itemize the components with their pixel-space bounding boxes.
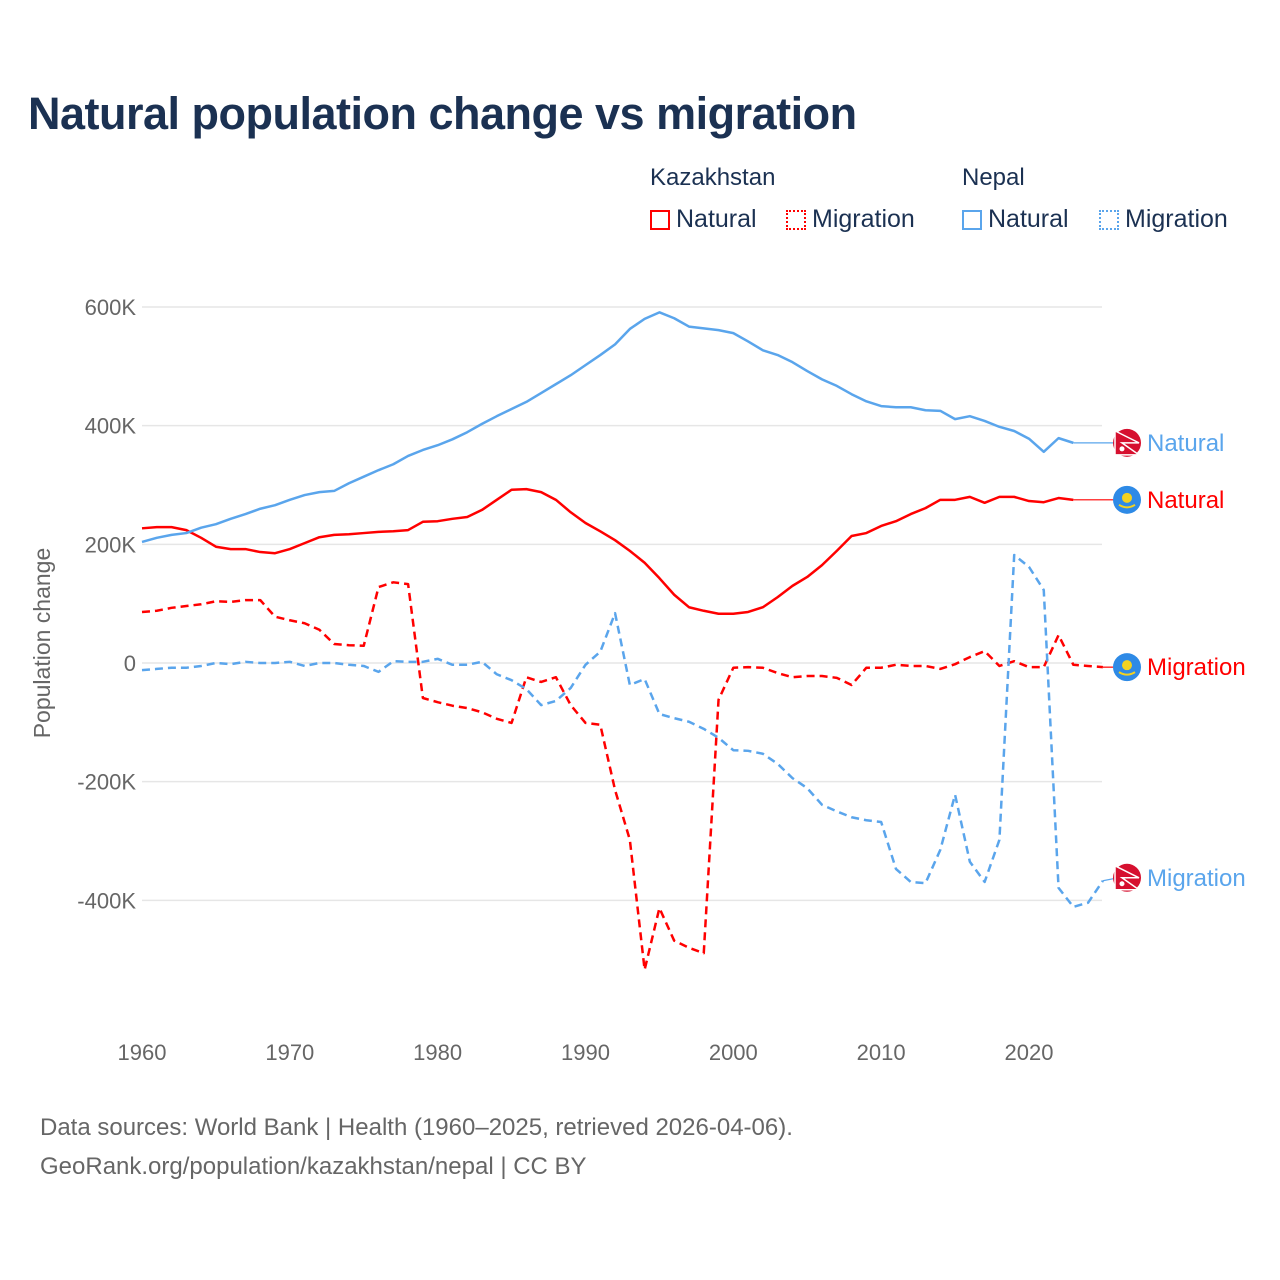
legend-nepal-natural[interactable]: Natural (962, 205, 1069, 234)
series-line-kazakhstan-natural (141, 487, 1074, 616)
dotted-swatch-icon (1099, 209, 1119, 230)
legend-kazakhstan-migration[interactable]: Migration (786, 205, 915, 234)
y-tick-label: 400K (85, 414, 137, 439)
sun-icon (1119, 446, 1125, 452)
legend-label: Natural (676, 205, 757, 233)
y-tick-label: -200K (77, 770, 136, 795)
chart-title: Natural population change vs migration (28, 88, 857, 139)
x-tick-label: 2010 (857, 1040, 906, 1065)
series-line-kazakhstan-migration (141, 581, 1103, 972)
legend-kazakhstan-natural[interactable]: Natural (650, 205, 757, 234)
series-end-label: Migration (1147, 654, 1246, 681)
footer: Data sources: World Bank | Health (1960–… (40, 1108, 793, 1186)
x-tick-label: 1970 (265, 1040, 314, 1065)
eagle-icon (1118, 671, 1136, 676)
y-tick-label: 0 (124, 651, 136, 676)
sun-icon (1119, 881, 1125, 887)
series-end-label: Migration (1147, 865, 1246, 892)
series-line-nepal-natural (141, 311, 1074, 544)
x-tick-label: 1980 (413, 1040, 462, 1065)
legend-group-kazakhstan: Kazakhstan (650, 164, 776, 191)
legend-group-nepal: Nepal (962, 164, 1025, 191)
y-tick-label: 600K (85, 295, 137, 320)
eagle-icon (1118, 503, 1136, 509)
legend-label: Migration (812, 205, 915, 233)
series-line-nepal-migration (141, 553, 1104, 909)
sun-icon (1122, 660, 1132, 671)
x-tick-label: 2020 (1005, 1040, 1054, 1065)
x-tick-label: 2000 (709, 1040, 758, 1065)
solid-swatch-icon (650, 209, 670, 230)
footer-credit: GeoRank.org/population/kazakhstan/nepal … (40, 1153, 587, 1180)
y-axis-label: Population change (29, 548, 55, 739)
legend-label: Natural (988, 205, 1069, 233)
x-tick-label: 1990 (561, 1040, 610, 1065)
dotted-swatch-icon (786, 209, 806, 230)
y-tick-label: 200K (85, 532, 137, 557)
series-end-label: Natural (1147, 430, 1224, 457)
footer-sources: Data sources: World Bank | Health (1960–… (40, 1114, 793, 1141)
legend-label: Migration (1125, 205, 1228, 233)
x-tick-label: 1960 (118, 1040, 167, 1065)
y-tick-label: -400K (77, 888, 136, 913)
series-end-label: Natural (1147, 487, 1224, 514)
sun-icon (1122, 492, 1132, 503)
solid-swatch-icon (962, 209, 982, 230)
legend-nepal-migration[interactable]: Migration (1099, 205, 1228, 234)
